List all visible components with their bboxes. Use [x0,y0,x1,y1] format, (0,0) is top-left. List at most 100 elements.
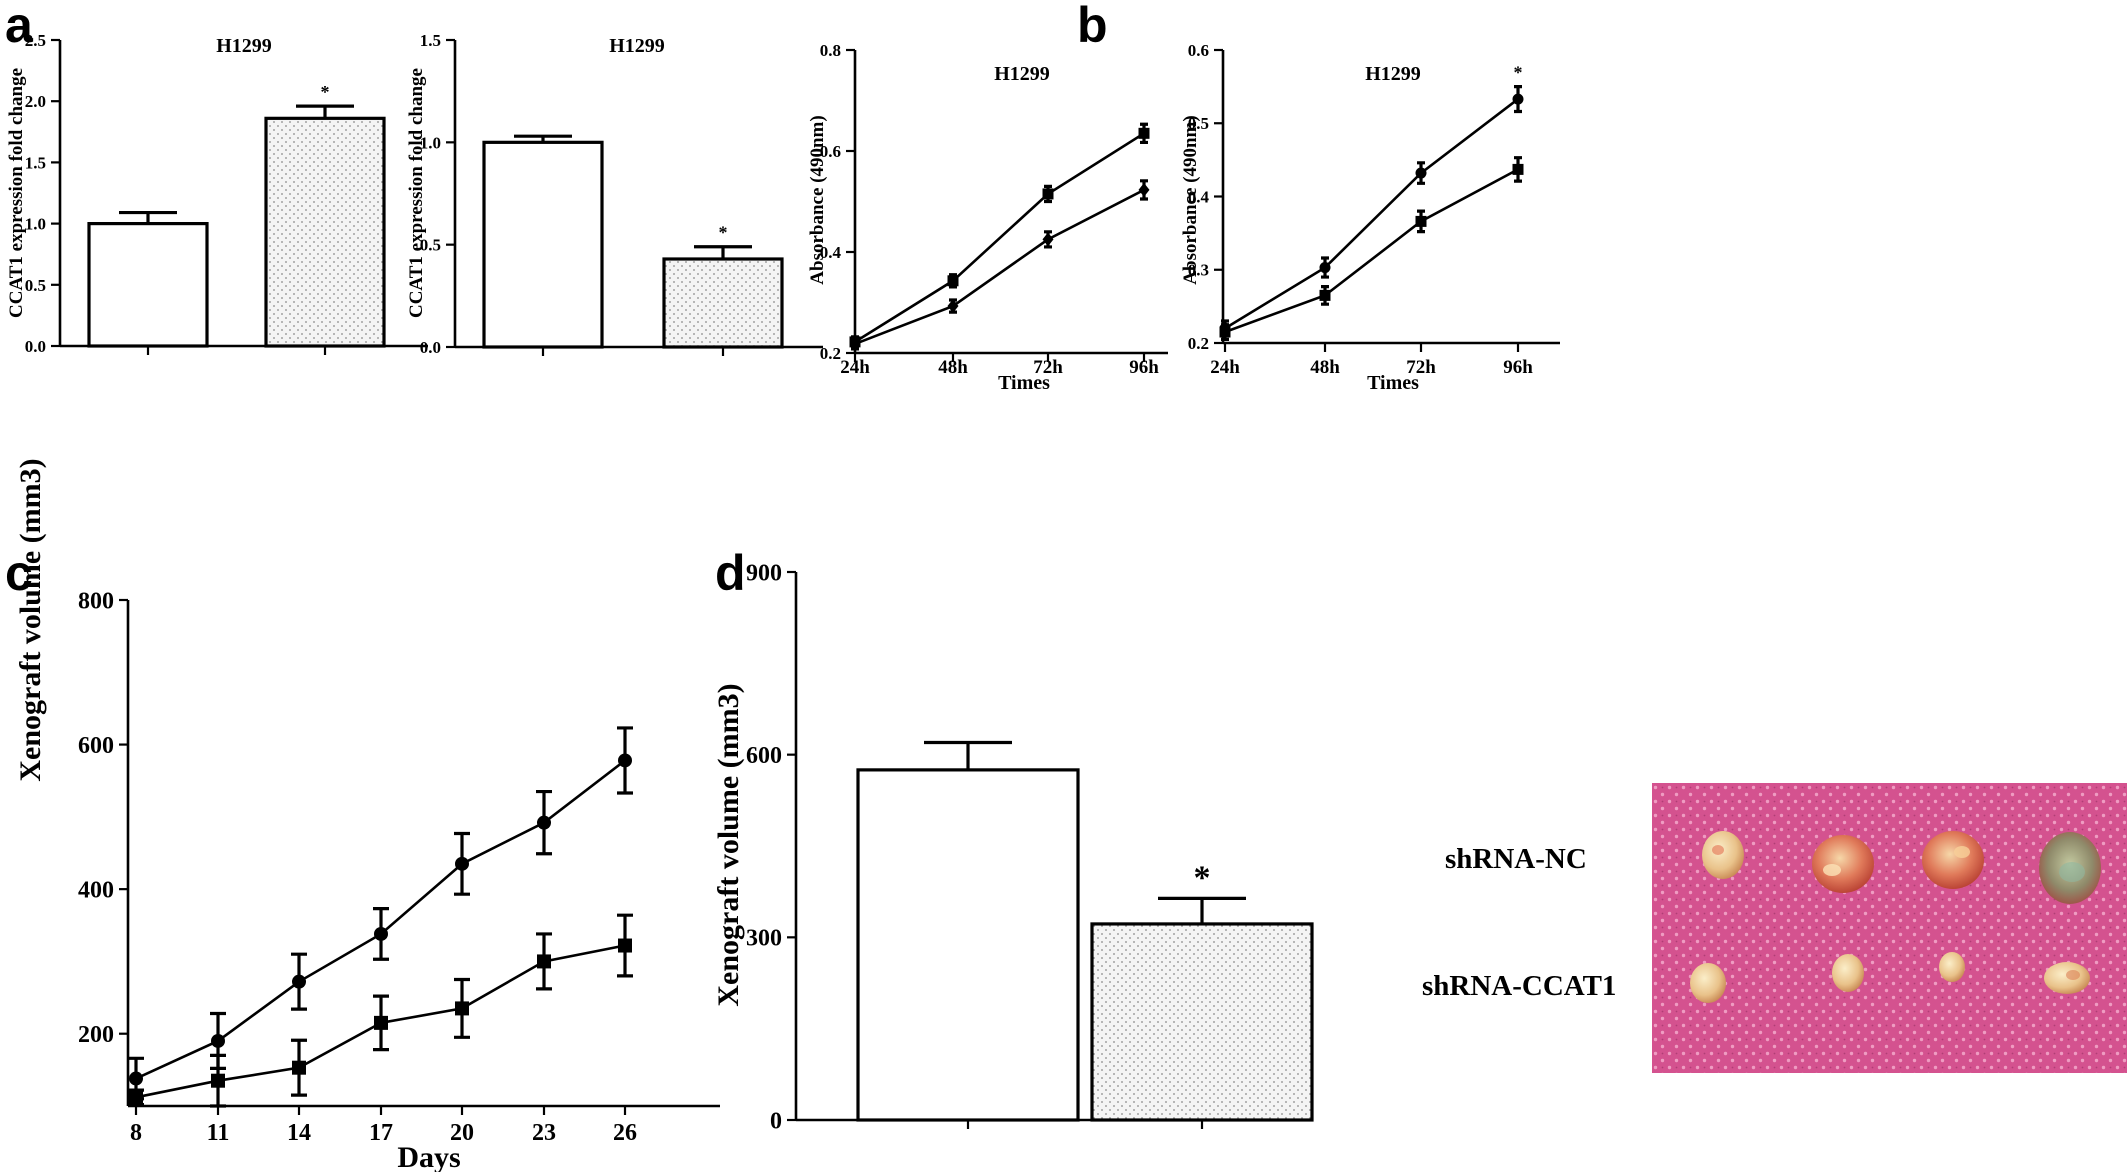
chart-b2-line: 0.2 0.3 0.4 0.5 0.6 H1299 Absorbance (490nm) 24… [1180,41,1560,394]
data-point [292,1060,306,1075]
photo-label-shrna-ccat1: shRNA-CCAT1 [1422,970,1616,1002]
y-axis-label: Absorbance (490nm) [1180,115,1201,284]
x-tick-label: 24h [1210,357,1240,378]
photo-label-shrna-nc: shRNA-NC [1445,843,1587,875]
chart-c-line: 200 400 600 800 Xenograft volume (mm3) 8 11 14 1… [14,458,720,1172]
data-point [129,1071,143,1086]
bar [1090,922,1314,1122]
series-line [1224,98,1519,330]
chart-title: H1299 [609,35,665,57]
significance-label: * [719,223,728,243]
significance-label: * [321,82,330,102]
y-axis-label: Xenograft volume (mm3) [14,458,47,781]
xenograft-photo [1652,783,2127,1073]
error-bar [924,740,1012,770]
y-tick-label: 1.5 [25,153,46,172]
x-tick-label: 26 [613,1120,637,1146]
data-point [618,753,632,768]
y-tick-label: 0.6 [820,142,841,161]
chart-title: H1299 [1365,63,1421,85]
chart-title: H1299 [994,63,1050,85]
y-tick-label: 0.0 [25,337,46,356]
data-point [947,299,959,313]
chart-b1-line: 0.2 0.4 0.6 0.8 H1299 Absorbance (490nm) 24h 48… [807,41,1168,394]
photo-background [1652,783,2127,1073]
data-point [1138,127,1150,139]
x-tick-label: 96h [1503,357,1533,378]
data-point [537,954,551,969]
data-point [1512,163,1524,175]
y-tick-label: 0.0 [420,338,441,357]
x-tick-label: 72h [1033,357,1063,378]
y-tick-label: 2.0 [25,92,46,111]
data-point [1219,326,1231,338]
y-tick-label: 1.0 [25,215,46,234]
tumor-nc-3 [1922,831,1984,889]
data-point [211,1073,225,1088]
y-tick-label: 600 [78,733,114,759]
data-point [947,275,959,287]
error-bar [694,245,752,259]
data-point [129,1090,143,1105]
tumor-ccat1-4 [2044,962,2090,994]
tumor-nc-4 [2039,832,2101,904]
x-tick-label: 14 [287,1120,311,1146]
data-point [1042,232,1054,247]
data-point [455,1001,469,1016]
y-axis-label: CCAT1 expression fold change [406,68,427,318]
data-point [1512,93,1524,105]
panel-label-a: a [5,0,34,53]
tumor-nc-2 [1812,835,1874,893]
bar [856,768,1080,1122]
y-tick-label: 0.5 [25,276,46,295]
x-tick-label: 11 [207,1120,230,1146]
y-tick-label: 300 [746,926,782,952]
chart-a1-bar: 0.0 0.5 1.0 1.5 2.0 2.5 H1299 CCAT1 expression … [6,31,428,356]
tumor-ccat1-1 [1690,963,1726,1003]
data-point [1042,188,1054,200]
data-point [1415,215,1427,227]
y-tick-label: 0.4 [1188,187,1210,206]
x-axis-label: Times [1367,372,1419,394]
data-point [374,926,388,941]
x-tick-label: 48h [1310,357,1340,378]
panel-label-b: b [1077,0,1108,53]
x-tick-label: 24h [840,357,870,378]
y-tick-label: 0 [770,1108,782,1134]
y-tick-label: 0.8 [820,41,841,60]
x-tick-label: 48h [938,357,968,378]
data-point [374,1015,388,1030]
data-point [455,856,469,871]
data-point [618,938,632,953]
y-tick-label: 400 [78,878,114,904]
series-line [854,188,1145,346]
y-tick-label: 0.2 [820,344,841,363]
data-point [1138,183,1150,197]
y-axis-label: Xenograft volume (mm3) [712,683,745,1006]
tumor-ccat1-3 [1939,952,1965,982]
bar [662,257,784,349]
error-bar [119,210,177,224]
chart-a2-bar: 0.0 0.5 1.0 1.5 H1299 CCAT1 expression fold c… [406,31,823,357]
y-tick-label: 0.3 [1188,261,1209,280]
bar [482,140,604,349]
y-tick-label: 2.5 [25,31,46,50]
data-point [292,974,306,989]
series-line [854,132,1145,343]
chart-d-bar: 0 300 600 900 Xenograft volume (mm3) * [712,560,1314,1134]
x-tick-label: 8 [130,1120,142,1146]
tumor-nc-1 [1702,831,1744,879]
x-axis-label: Days [397,1141,460,1172]
tumor-ccat1-2 [1832,954,1864,992]
data-point [537,815,551,830]
significance-label: * [1514,63,1523,83]
data-point [211,1033,225,1048]
y-axis-label: Absorbance (490nm) [807,115,828,284]
y-tick-label: 1.0 [420,133,441,152]
y-tick-label: 0.2 [1188,334,1209,353]
data-point [1319,262,1331,274]
y-tick-label: 1.5 [420,31,441,50]
y-axis-label: CCAT1 expression fold change [6,68,27,318]
bar [87,222,209,348]
